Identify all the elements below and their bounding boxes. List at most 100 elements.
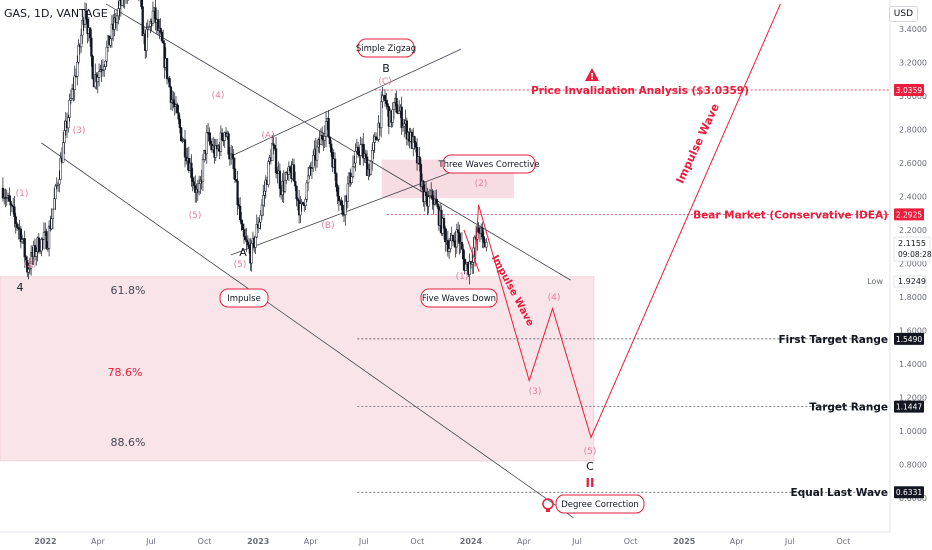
price-tick-label: 1.0000 [899, 427, 927, 436]
major-wave-label: A [239, 246, 247, 259]
candle-body [147, 26, 151, 28]
candle-body [77, 44, 80, 63]
time-tick-label: 2022 [34, 537, 56, 546]
candle-body [444, 228, 447, 243]
price-tick-label: 3.2000 [899, 59, 927, 68]
candle-body [462, 248, 465, 260]
wave-label: (2) [475, 179, 488, 189]
candle-body [453, 240, 456, 243]
candle-body [310, 167, 314, 169]
candle-body [324, 121, 328, 137]
wave-b-channel-lower [230, 165, 467, 256]
price-tag-value: 3.0359 [896, 86, 922, 95]
price-tick-label: 2.6000 [899, 159, 927, 168]
major-wave-label: B [382, 62, 390, 75]
candle-body [401, 125, 405, 128]
wave-label: (5) [189, 211, 202, 221]
candle-body [449, 240, 452, 249]
candle-body [163, 42, 166, 68]
candle-body [55, 185, 58, 187]
callout-label: Three Waves Corrective [437, 160, 539, 170]
candle-body [103, 66, 106, 71]
time-tick-label: Oct [624, 537, 638, 546]
candle-body [319, 135, 323, 145]
price-tick-label: 0.6000 [899, 494, 927, 503]
time-tick-label: Oct [836, 537, 850, 546]
candle-body [151, 10, 155, 24]
candle-body [172, 99, 175, 105]
candle-body [214, 145, 217, 158]
fib-zone [0, 276, 594, 461]
candle-body [27, 268, 30, 273]
candle-body [292, 164, 296, 182]
candle-body [47, 225, 51, 249]
level-label: Target Range [809, 402, 888, 414]
callout-box [420, 288, 498, 308]
candle-body [177, 112, 180, 120]
candle-body [285, 172, 288, 181]
wave-label: (B) [321, 221, 334, 231]
candle-body [415, 146, 419, 164]
symbol-title: GAS, 1D, VANTAGE [4, 7, 108, 20]
candle-body [140, 0, 143, 7]
candle-body [262, 195, 265, 206]
candle-body [40, 238, 43, 252]
candle-body [423, 191, 426, 203]
price-tag-value: 1.1447 [896, 403, 922, 412]
projection-path [474, 3, 781, 439]
candle-body [431, 190, 434, 200]
candle-body [179, 127, 183, 142]
candle-body [159, 27, 162, 33]
candle-body [271, 143, 274, 162]
candle-body [481, 227, 484, 237]
candle-body [209, 141, 212, 145]
currency-label[interactable]: USD [888, 6, 918, 22]
candle-body [413, 136, 416, 143]
price-tick-label: 2.4000 [899, 192, 927, 201]
current-price-value: 2.1155 [898, 239, 926, 248]
projection-small-leg [463, 229, 480, 272]
price-tag [894, 83, 924, 96]
candle-body [391, 109, 394, 123]
candle-body [301, 201, 305, 205]
candle-body [69, 97, 73, 101]
level-label: First Target Range [778, 334, 888, 346]
candle-body [71, 88, 74, 99]
candle-body [294, 180, 297, 187]
candle-body [35, 251, 38, 257]
candle-body [28, 267, 31, 270]
price-tag [894, 400, 924, 413]
wave-label: (3) [73, 126, 86, 136]
candle-body [81, 19, 84, 36]
candle-body [372, 142, 375, 151]
price-tick-label: 2.2000 [899, 226, 927, 235]
candle-body [418, 156, 421, 165]
candle-body [482, 236, 485, 243]
candle-body [428, 195, 432, 198]
candle-body [376, 139, 379, 141]
candles-group [1, 0, 488, 285]
candle-body [190, 162, 193, 179]
candle-body [273, 145, 276, 149]
candle-body [337, 195, 341, 201]
candle-body [235, 179, 238, 182]
candle-body [63, 130, 66, 143]
time-tick-label: 2024 [460, 537, 483, 546]
callout-label: Five Waves Down [422, 294, 496, 304]
candle-body [51, 208, 55, 219]
bulb-base [546, 509, 550, 512]
candle-body [236, 180, 239, 205]
candle-body [37, 237, 40, 252]
low-label: Low [867, 277, 883, 286]
candle-body [17, 227, 20, 229]
time-tick-label: Apr [730, 537, 745, 546]
candle-body [165, 58, 169, 80]
candle-body [5, 197, 8, 199]
candle-body [238, 205, 242, 220]
candle-body [208, 132, 211, 142]
candle-body [336, 186, 339, 197]
candle-body [24, 256, 28, 261]
candle-body [88, 27, 92, 39]
candle-body [260, 204, 264, 216]
